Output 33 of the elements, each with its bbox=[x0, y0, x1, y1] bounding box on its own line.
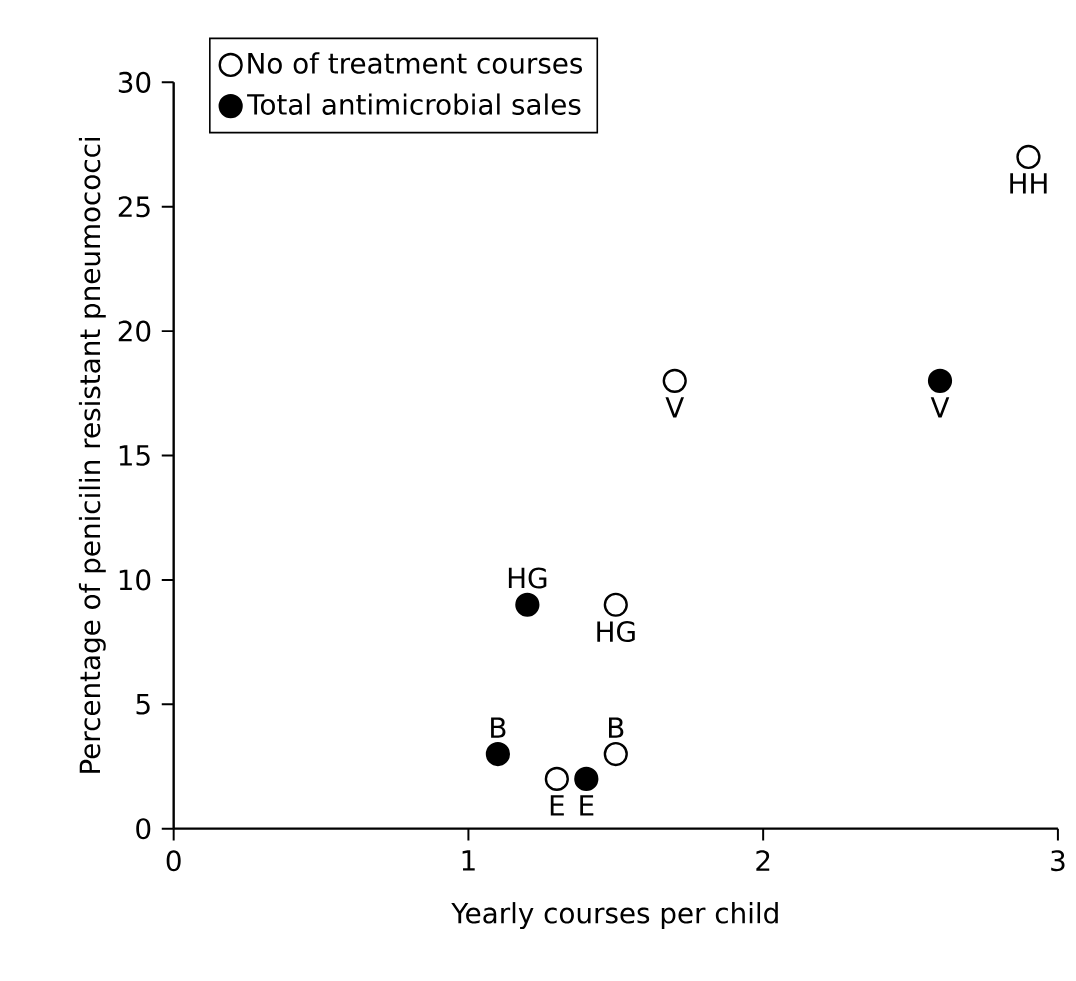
x-tick-label: 0 bbox=[166, 849, 181, 872]
y-tick-label: 5 bbox=[136, 693, 150, 715]
point bbox=[603, 741, 628, 766]
annotation: HG bbox=[508, 567, 547, 589]
annotation: V bbox=[930, 396, 950, 418]
point bbox=[662, 368, 687, 393]
point bbox=[927, 368, 953, 393]
legend-label: Total antimicrobial sales bbox=[247, 93, 581, 115]
point bbox=[544, 766, 569, 791]
point bbox=[485, 741, 510, 766]
y-tick-label: 15 bbox=[119, 444, 150, 466]
annotation: E bbox=[580, 794, 594, 816]
y-tick-label: 10 bbox=[119, 569, 151, 591]
y-tick-label: 25 bbox=[118, 195, 150, 218]
point bbox=[515, 592, 540, 617]
legend-label: No of treatment courses bbox=[248, 52, 583, 74]
y-tick-label: 20 bbox=[118, 320, 151, 342]
annotation: E bbox=[550, 794, 564, 816]
x-axis-title: Yearly courses per child bbox=[451, 901, 778, 929]
y-tick-label: 0 bbox=[136, 817, 151, 839]
point bbox=[603, 592, 628, 617]
annotation: V bbox=[665, 396, 685, 418]
y-tick-label: 30 bbox=[118, 71, 151, 93]
x-tick-label: 2 bbox=[756, 849, 770, 871]
annotation: B bbox=[491, 717, 506, 738]
annotation: HH bbox=[1010, 173, 1047, 194]
annotation: B bbox=[609, 717, 624, 738]
annotation: HG bbox=[597, 620, 635, 642]
y-axis-title: Percentage of penicilin resistant pneumococci bbox=[78, 137, 106, 773]
point bbox=[574, 766, 599, 791]
x-tick-label: 1 bbox=[462, 849, 475, 871]
point bbox=[1016, 144, 1041, 169]
x-tick-label: 3 bbox=[1051, 849, 1065, 872]
